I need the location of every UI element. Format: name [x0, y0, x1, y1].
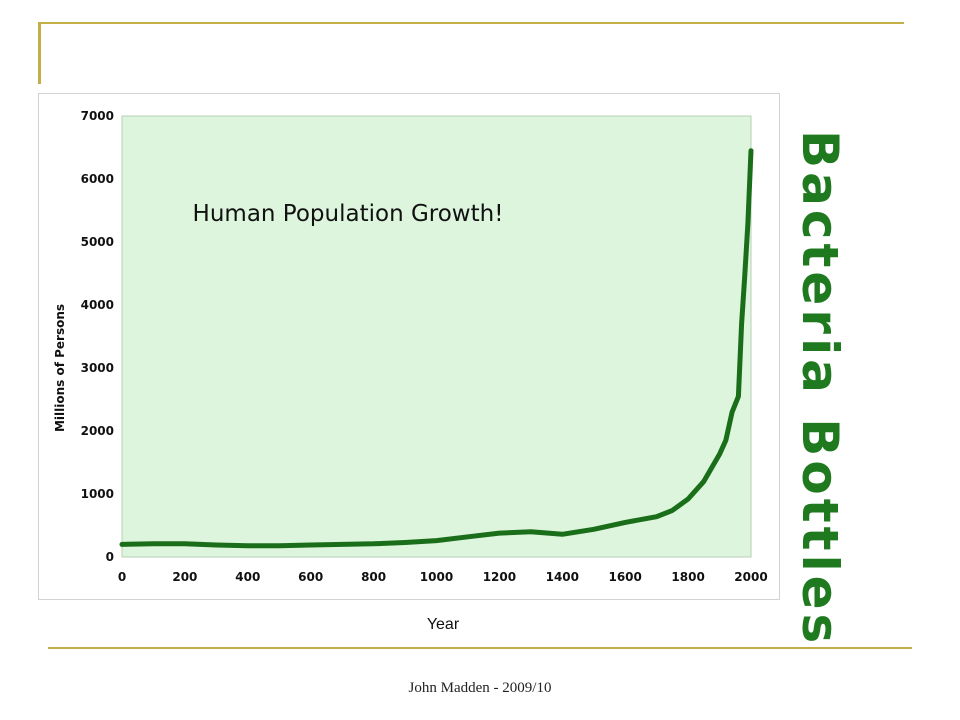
x-tick-label: 1800 — [671, 570, 704, 584]
x-tick-label: 1600 — [608, 570, 641, 584]
chart-frame: 0 200 400 600 800 1000 1200 1400 1600 1800 2000 0 10… — [38, 93, 780, 600]
x-tick-label: 0 — [118, 570, 126, 584]
y-tick-label: 6000 — [81, 172, 114, 186]
x-tick-label: 400 — [235, 570, 260, 584]
y-tick-label: 7000 — [81, 109, 114, 123]
x-tick-label: 1400 — [546, 570, 579, 584]
chart-title: Human Population Growth! — [193, 201, 504, 227]
slide-side-title: Bacteria Bottles — [791, 130, 849, 648]
plot-area — [121, 115, 752, 558]
y-tick-label: 2000 — [81, 424, 114, 438]
x-tick-label: 1200 — [483, 570, 516, 584]
x-tick-label: 1000 — [420, 570, 453, 584]
y-tick-label: 5000 — [81, 235, 114, 249]
y-tick-label: 4000 — [81, 298, 114, 312]
left-accent-rule — [38, 22, 41, 84]
top-accent-rule — [40, 22, 904, 24]
series-line — [119, 148, 754, 549]
y-tick-label: 0 — [106, 550, 114, 564]
bottom-accent-rule — [48, 647, 912, 649]
population-chart: 0 200 400 600 800 1000 1200 1400 1600 1800 2000 0 10… — [53, 109, 768, 584]
x-tick-label: 600 — [298, 570, 323, 584]
x-axis-label: Year — [426, 616, 460, 633]
y-axis-label: Millions of Persons — [53, 304, 67, 432]
x-tick-label: 800 — [361, 570, 386, 584]
y-tick-label: 3000 — [81, 361, 114, 375]
x-tick-label: 2000 — [734, 570, 767, 584]
slide-footer: John Madden - 2009/10 — [408, 680, 552, 696]
y-tick-label: 1000 — [81, 487, 114, 501]
x-tick-label: 200 — [172, 570, 197, 584]
